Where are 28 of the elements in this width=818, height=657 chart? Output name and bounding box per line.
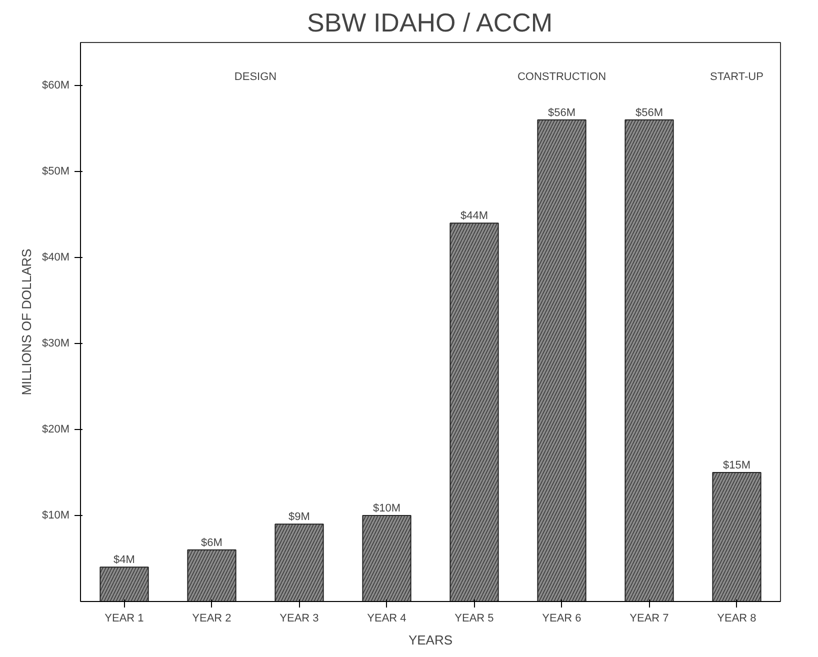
data-label: $15M (722, 460, 751, 472)
x-tick-label: YEAR 1 (104, 612, 144, 624)
y-tick-label: $40M (42, 252, 70, 264)
y-tick-label: $60M (42, 80, 70, 92)
x-tick-label: YEAR 4 (367, 612, 406, 624)
annotation: DESIGN (234, 70, 277, 83)
x-tick-label: YEAR 7 (630, 612, 669, 624)
y-tick-label: $50M (42, 166, 70, 178)
data-label: $9M (288, 511, 310, 524)
chart-title: SBW IDAHO / ACCM (306, 8, 553, 38)
x-tick-label: YEAR 2 (192, 612, 232, 624)
y-axis-title: MILLIONS OF DOLLARS (18, 248, 34, 396)
data-label: $44M (460, 210, 488, 222)
x-tick-label: YEAR 5 (454, 612, 494, 624)
data-label: $56M (635, 106, 664, 119)
data-label: $56M (548, 106, 576, 119)
y-tick-label: $30M (42, 338, 70, 350)
y-tick-label: $10M (42, 510, 70, 522)
x-tick-label: YEAR 8 (717, 612, 756, 624)
annotation: START-UP (710, 70, 764, 83)
x-axis-title: YEARS (408, 632, 453, 648)
data-label: $10M (372, 502, 401, 514)
data-label: $4M (114, 554, 135, 566)
x-tick-label: YEAR 6 (542, 612, 582, 624)
data-label: $6M (201, 536, 222, 549)
y-tick-label: $20M (42, 424, 70, 436)
annotation: CONSTRUCTION (517, 70, 606, 83)
x-tick-label: YEAR 3 (280, 612, 319, 624)
